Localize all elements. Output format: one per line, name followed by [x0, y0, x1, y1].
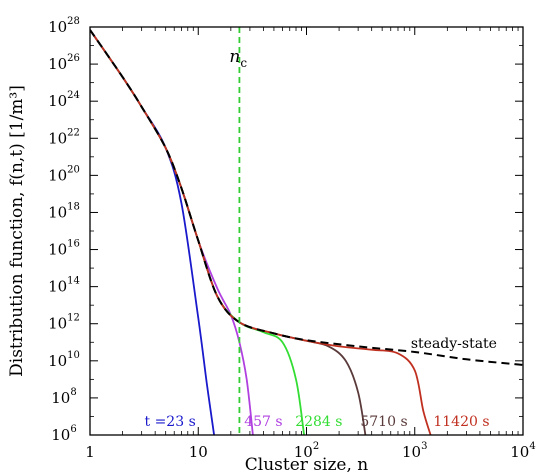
- series-labels: t =23 s 457 s 2284 s 5710 s 11420 s steady-st…: [145, 336, 497, 430]
- series-label-3: 5710 s: [360, 414, 407, 430]
- series-label-5: steady-state: [411, 336, 497, 352]
- axis-ticks: 1 10 102 103 104 106 108 1010 1012 1014 1016 1018 10…: [48, 16, 536, 461]
- x-tick-label: 103: [402, 441, 427, 461]
- series-line-5: [90, 29, 523, 366]
- y-tick-label: 1028: [48, 16, 80, 36]
- series-line-1: [90, 29, 254, 435]
- y-tick-label: 1016: [48, 239, 80, 259]
- y-tick-label: 1012: [48, 313, 80, 333]
- y-tick-label: 1014: [48, 276, 80, 296]
- y-tick-label: 106: [51, 424, 76, 444]
- x-tick-label: 1: [85, 443, 95, 461]
- y-tick-label: 1018: [48, 201, 80, 221]
- y-tick-label: 1010: [48, 350, 80, 370]
- plot-area-frame: [89, 26, 524, 436]
- y-tick-label: 1026: [48, 53, 80, 73]
- x-tick-label: 104: [510, 441, 535, 461]
- y-axis-title: Distribution function, f(n,t) [1/m³]: [7, 85, 27, 377]
- series-label-2: 2284 s: [295, 414, 342, 430]
- series-label-0: t =23 s: [145, 414, 196, 430]
- curves-layer: [90, 29, 523, 435]
- series-label-4: 11420 s: [433, 414, 489, 430]
- critical-size-label: nc: [229, 47, 247, 70]
- y-tick-label: 1020: [48, 164, 80, 184]
- series-line-2: [90, 29, 305, 435]
- x-axis-title: Cluster size, n: [245, 455, 369, 475]
- series-line-4: [90, 29, 432, 435]
- y-tick-label: 1022: [48, 127, 80, 147]
- critical-size-label-sub: c: [240, 56, 247, 70]
- y-tick-label: 1024: [48, 90, 80, 110]
- x-tick-label: 102: [294, 441, 319, 461]
- series-label-1: 457 s: [244, 414, 282, 430]
- x-tick-label: 10: [189, 443, 208, 461]
- y-tick-label: 108: [51, 387, 76, 407]
- critical-size-label-base: n: [229, 47, 240, 67]
